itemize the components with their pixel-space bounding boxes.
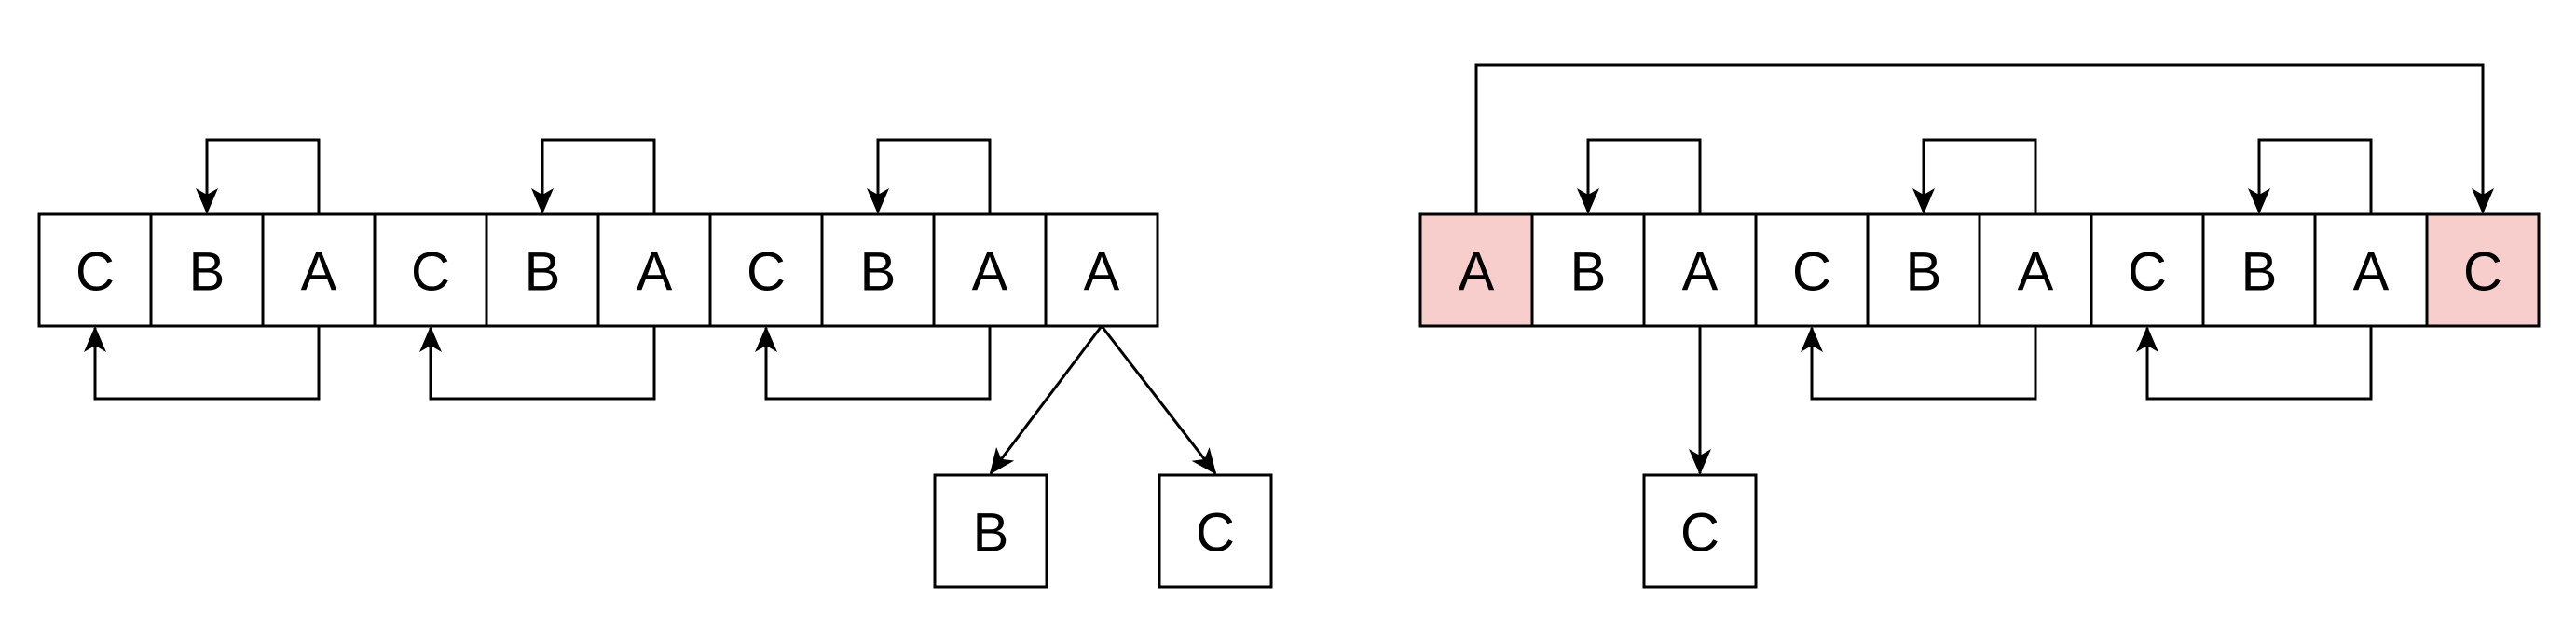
arrow-bottom-4 <box>1801 326 2037 401</box>
left_diagram-cell-0: C <box>37 212 153 328</box>
left_diagram-child-0-label: B <box>973 503 1009 564</box>
left_diagram-cell-9-label: A <box>1084 242 1120 303</box>
right_diagram-cell-7: B <box>2201 212 2317 328</box>
right_diagram-cell-8: A <box>2313 212 2429 328</box>
arrow-top-1 <box>531 138 656 214</box>
right_diagram-cell-1-label: B <box>1570 242 1607 303</box>
right_diagram-cell-3-label: C <box>1792 242 1831 303</box>
left_diagram-child-0-box <box>933 473 1048 589</box>
right_diagram-cell-0-box <box>1418 212 1534 328</box>
left-diagram: C B A C B A C B A A B C <box>37 138 1273 589</box>
right_diagram-cell-9-label: C <box>2463 242 2502 303</box>
left_diagram-cell-7: B <box>820 212 936 328</box>
left_diagram-cell-7-box <box>820 212 936 328</box>
left_diagram-cell-8-label: A <box>972 242 1008 303</box>
right_diagram-cell-3: C <box>1754 212 1870 328</box>
left_diagram-cell-3: C <box>373 212 488 328</box>
left_diagram-child-0: B <box>933 473 1048 589</box>
left_diagram-cell-4-box <box>485 212 600 328</box>
left_diagram-cell-5-box <box>596 212 712 328</box>
left_diagram-cell-4-label: B <box>525 242 561 303</box>
left_diagram-cell-4: B <box>485 212 600 328</box>
left_diagram-cell-9: A <box>1044 212 1159 328</box>
arrow-bottom-4 <box>419 326 656 401</box>
left_diagram-cell-5: A <box>596 212 712 328</box>
right_diagram-cell-7-box <box>2201 212 2317 328</box>
arrow-top-outer-0 <box>1474 63 2494 214</box>
right_diagram-cell-4: B <box>1866 212 1981 328</box>
right_diagram-cell-4-label: B <box>1906 242 1942 303</box>
left_diagram-child-1: C <box>1158 473 1273 589</box>
right_diagram-child-0: C <box>1642 473 1758 589</box>
left_diagram-cell-9-box <box>1044 212 1159 328</box>
left_diagram-cell-2-label: A <box>301 242 337 303</box>
left_diagram-cell-2: A <box>261 212 377 328</box>
left_diagram-cell-0-label: C <box>75 242 115 303</box>
right_diagram-cell-5-label: A <box>2018 242 2054 303</box>
right_diagram-cell-1-box <box>1530 212 1646 328</box>
arrow-top-1 <box>1577 138 1702 214</box>
arrow-child-0 <box>989 325 1103 475</box>
right_diagram-cell-1: B <box>1530 212 1646 328</box>
right_diagram-child-0-label: C <box>1680 503 1720 564</box>
left_diagram-cell-6-label: C <box>747 242 786 303</box>
right_diagram-cell-6: C <box>2090 212 2205 328</box>
arrow-bottom-3 <box>84 326 321 401</box>
right_diagram-cell-5: A <box>1978 212 2093 328</box>
right_diagram-cell-6-label: C <box>2128 242 2167 303</box>
right_diagram-cell-2: A <box>1642 212 1758 328</box>
left_diagram-child-1-label: C <box>1196 503 1235 564</box>
right_diagram-cell-8-box <box>2313 212 2429 328</box>
right_diagram-cell-4-box <box>1866 212 1981 328</box>
right_diagram-cell-7-label: B <box>2241 242 2278 303</box>
arrow-bottom-5 <box>755 326 992 401</box>
left_diagram-cell-8: A <box>932 212 1048 328</box>
arrow-child-1 <box>1100 325 1217 475</box>
left_diagram-cell-3-label: C <box>411 242 450 303</box>
left_diagram-cell-1: B <box>149 212 265 328</box>
arrow-top-2 <box>1912 138 2037 214</box>
left_diagram-cell-0-box <box>37 212 153 328</box>
left_diagram-cell-6: C <box>708 212 824 328</box>
left_diagram-cell-5-label: A <box>637 242 673 303</box>
right_diagram-cell-9-box <box>2425 212 2541 328</box>
right_diagram-cell-3-box <box>1754 212 1870 328</box>
right_diagram-cell-6-box <box>2090 212 2205 328</box>
right_diagram-cell-8-label: A <box>2353 242 2390 303</box>
right_diagram-cell-0: A <box>1418 212 1534 328</box>
right_diagram-cell-9: C <box>2425 212 2541 328</box>
left_diagram-cell-1-label: B <box>189 242 226 303</box>
right_diagram-cell-5-box <box>1978 212 2093 328</box>
left_diagram-cell-7-label: B <box>860 242 897 303</box>
arrow-top-2 <box>867 138 992 214</box>
left_diagram-child-1-box <box>1158 473 1273 589</box>
right_diagram-child-0-box <box>1642 473 1758 589</box>
arrow-bottom-5 <box>2136 326 2373 401</box>
right-diagram: A B A C B A C B A C C <box>1418 63 2541 589</box>
arrow-top-3 <box>2248 138 2373 214</box>
right_diagram-cell-2-label: A <box>1682 242 1719 303</box>
left_diagram-cell-1-box <box>149 212 265 328</box>
arrow-top-0 <box>196 138 321 214</box>
right_diagram-cell-0-label: A <box>1459 242 1495 303</box>
